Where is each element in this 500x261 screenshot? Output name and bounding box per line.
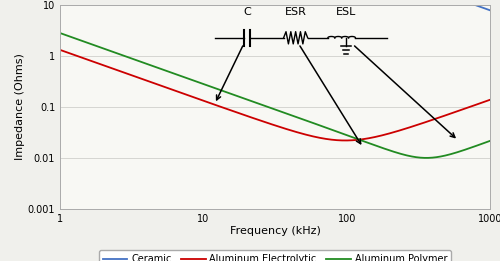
Text: ESL: ESL (336, 7, 356, 17)
Aluminum Electrolytic (396, 129, 402, 132)
Y-axis label: Impedance (Ohms): Impedance (Ohms) (15, 54, 25, 161)
Line: Ceramic: Ceramic (60, 0, 490, 10)
Aluminum Polymer (487, 139, 493, 143)
Aluminum Polymer (79, 39, 85, 42)
Ceramic (474, 4, 480, 7)
Aluminum Polymer (57, 32, 63, 35)
X-axis label: Frequency (kHz): Frequency (kHz) (230, 227, 320, 236)
Aluminum Electrolytic (487, 98, 493, 101)
Aluminum Electrolytic (79, 56, 85, 59)
Aluminum Polymer (396, 152, 402, 155)
Aluminum Polymer (266, 106, 272, 109)
Legend: Ceramic, Aluminum Electrolytic, Aluminum Polymer: Ceramic, Aluminum Electrolytic, Aluminum… (99, 250, 451, 261)
Ceramic (474, 4, 480, 7)
Line: Aluminum Polymer: Aluminum Polymer (60, 33, 490, 158)
Aluminum Polymer (474, 144, 480, 147)
Ceramic (487, 9, 493, 12)
Aluminum Electrolytic (266, 122, 272, 125)
Text: C: C (243, 7, 251, 17)
Aluminum Electrolytic (254, 118, 260, 121)
Aluminum Electrolytic (474, 103, 480, 106)
Aluminum Polymer (254, 102, 260, 105)
Aluminum Electrolytic (342, 139, 348, 142)
Aluminum Electrolytic (474, 103, 480, 106)
Line: Aluminum Electrolytic: Aluminum Electrolytic (60, 50, 490, 140)
Aluminum Polymer (424, 156, 430, 159)
Aluminum Electrolytic (57, 48, 63, 51)
Text: ESR: ESR (284, 7, 306, 17)
Aluminum Polymer (474, 144, 480, 147)
